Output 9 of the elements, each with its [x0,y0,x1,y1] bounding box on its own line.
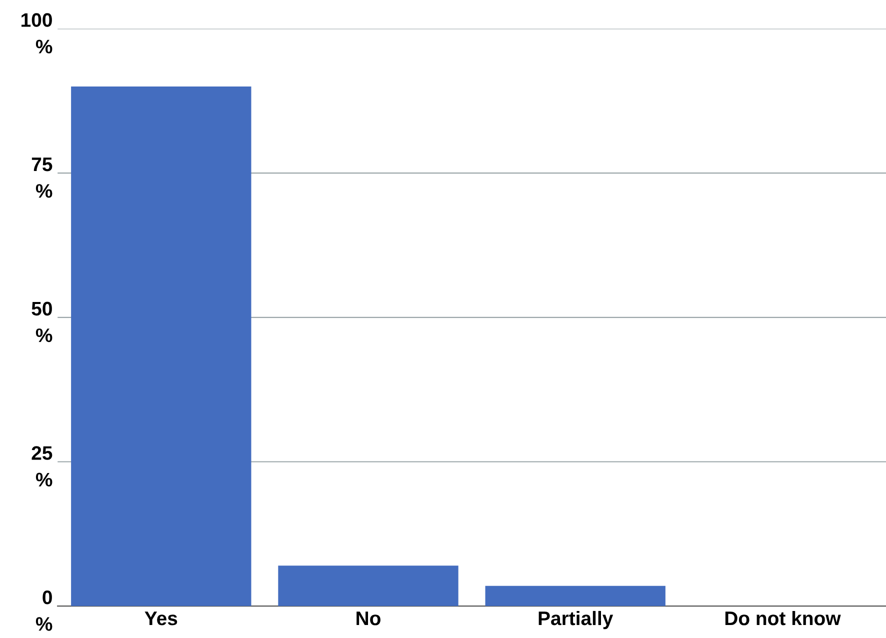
x-tick-label: Yes [144,612,178,626]
y-tick-label: 50 % [32,302,52,342]
y-tick-label: 25 % [32,446,52,486]
x-tick-label: Partially [538,610,614,630]
y-tick-label: 75 % [32,158,52,198]
y-tick-label: 100 % [22,13,52,54]
y-tick-label: 0 % [36,590,52,631]
x-tick-label: Do not know [725,610,841,626]
x-tick-label: No [356,612,380,626]
